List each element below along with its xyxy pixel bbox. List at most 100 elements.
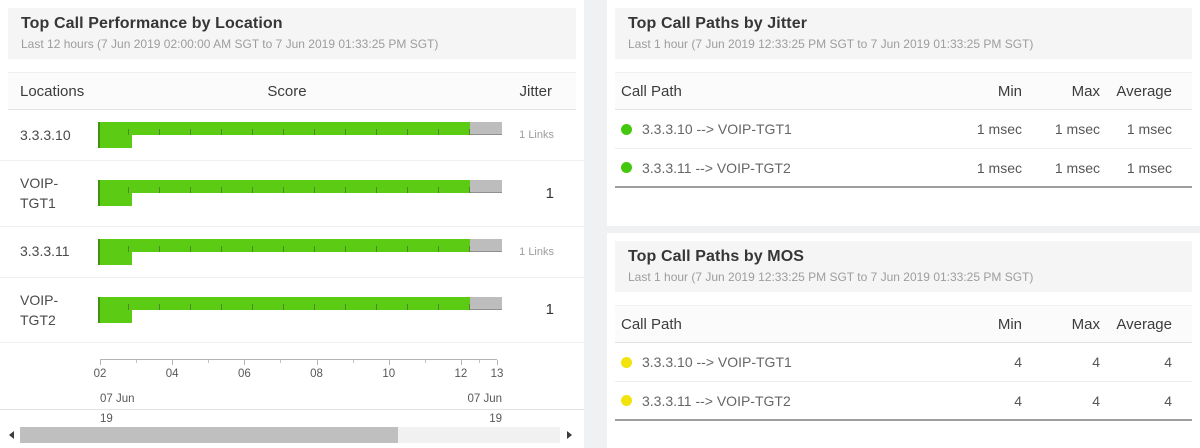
- axis-tick: [244, 360, 246, 366]
- score-timeline: [90, 296, 502, 323]
- min-value: 1 msec: [976, 159, 1022, 176]
- panel-time-range: Last 1 hour (7 Jun 2019 12:33:25 PM SGT …: [628, 270, 1034, 284]
- axis-minor-tick: [136, 360, 138, 364]
- scrollbar-thumb[interactable]: [20, 426, 398, 443]
- panel-title: Top Call Paths by Jitter: [628, 15, 808, 32]
- scroll-left-arrow[interactable]: [2, 426, 20, 443]
- axis-tick-label: 13: [490, 368, 504, 381]
- location-link[interactable]: VOIP-TGT1: [20, 175, 59, 212]
- score-bar-nodata: [469, 296, 502, 310]
- average-value: 1 msec: [1126, 121, 1172, 137]
- axis-minor-tick: [280, 360, 282, 364]
- axis-minor-tick: [478, 360, 480, 364]
- score-bar-recent: [98, 193, 133, 207]
- panel-header: Top Call Performance by Location Last 12…: [8, 8, 576, 59]
- score-bar-nodata: [469, 122, 502, 135]
- axis-tick-label: 08: [310, 368, 323, 381]
- score-bar-good: [98, 296, 470, 310]
- jitter-value: 1: [545, 301, 554, 319]
- mos-table-header: Call Path Min Max Average: [615, 305, 1192, 343]
- call-path-cell: 3.3.3.11 --> VOIP-TGT2: [615, 160, 930, 176]
- left-arrow-icon: [8, 430, 14, 439]
- scrollbar-track[interactable]: [20, 426, 560, 443]
- axis-tick: [460, 360, 462, 366]
- column-header-call-path: Call Path: [621, 315, 682, 333]
- status-dot-icon: [621, 123, 632, 135]
- axis-end-date: 07 Jun 19: [467, 393, 502, 426]
- scroll-right-arrow[interactable]: [560, 426, 578, 443]
- min-value: 4: [1014, 392, 1022, 409]
- score-bar-good: [98, 180, 470, 194]
- axis-tick: [100, 360, 101, 366]
- table-row: 3.3.3.11 1 Links: [0, 227, 584, 278]
- max-value: 4: [1092, 392, 1100, 409]
- divider: [0, 409, 584, 410]
- axis-tick: [316, 360, 318, 366]
- panel-call-paths-by-jitter: Top Call Paths by Jitter Last 1 hour (7 …: [607, 0, 1200, 226]
- max-value: 4: [1092, 354, 1100, 370]
- jitter-value: 1: [545, 184, 554, 202]
- axis-tick-label: 10: [382, 368, 396, 381]
- column-header-min: Min: [997, 82, 1022, 100]
- table-row: 3.3.3.10 --> VOIP-TGT1 4 4 4: [615, 343, 1192, 382]
- table-row: VOIP-TGT2 1: [0, 278, 584, 344]
- right-arrow-icon: [566, 430, 572, 439]
- axis-tick: [388, 360, 390, 366]
- horizontal-scrollbar[interactable]: [2, 426, 578, 443]
- location-link[interactable]: VOIP-TGT2: [20, 291, 59, 328]
- axis-tick-label: 04: [165, 368, 179, 381]
- location-label: 3.3.3.11: [20, 243, 70, 260]
- table-row: 3.3.3.11 --> VOIP-TGT2 4 4 4: [615, 382, 1192, 421]
- score-bar-nodata: [469, 180, 502, 194]
- table-row: 3.3.3.10 1 Links: [0, 110, 584, 161]
- column-header-average: Average: [1116, 82, 1172, 100]
- score-bar-good: [98, 238, 470, 252]
- status-dot-icon: [621, 356, 632, 368]
- jitter-links-count: 1 Links: [519, 129, 554, 141]
- score-bar-good: [98, 122, 470, 135]
- min-value: 1 msec: [976, 121, 1022, 137]
- time-axis-line: 02 04 06 08 10 12 13: [94, 359, 503, 380]
- average-value: 1 msec: [1126, 159, 1172, 176]
- call-path-cell: 3.3.3.10 --> VOIP-TGT1: [615, 121, 930, 137]
- column-header-jitter: Jitter: [519, 82, 552, 100]
- panel-title: Top Call Performance by Location: [21, 15, 283, 32]
- score-timeline: [90, 180, 502, 207]
- panel-gutter-vertical: [584, 0, 607, 448]
- average-value: 4: [1164, 392, 1172, 409]
- score-bar-recent: [98, 309, 133, 323]
- axis-tick-label: 06: [237, 368, 251, 381]
- column-header-call-path: Call Path: [621, 82, 682, 100]
- panel-title: Top Call Paths by MOS: [628, 248, 805, 265]
- min-value: 4: [1014, 354, 1022, 370]
- panel-header: Top Call Paths by MOS Last 1 hour (7 Jun…: [615, 241, 1192, 292]
- column-header-score: Score: [267, 82, 307, 100]
- jitter-table-header: Call Path Min Max Average: [615, 72, 1192, 110]
- jitter-table: Call Path Min Max Average 3.3.3.10 --> V…: [615, 72, 1192, 188]
- axis-tick: [497, 360, 498, 366]
- status-dot-icon: [621, 162, 632, 173]
- location-label: 3.3.3.10: [20, 126, 71, 143]
- column-header-max: Max: [1071, 82, 1100, 100]
- axis-minor-tick: [352, 360, 354, 364]
- panel-call-paths-by-mos: Top Call Paths by MOS Last 1 hour (7 Jun…: [607, 233, 1200, 448]
- score-timeline: [90, 122, 502, 148]
- average-value: 4: [1164, 354, 1172, 370]
- axis-tick: [172, 360, 174, 366]
- location-label: VOIP-TGT1: [0, 173, 90, 214]
- call-path-cell: 3.3.3.10 --> VOIP-TGT1: [615, 354, 930, 370]
- column-header-max: Max: [1071, 315, 1100, 333]
- panel-header: Top Call Paths by Jitter Last 1 hour (7 …: [615, 8, 1192, 59]
- time-axis: 02 04 06 08 10 12 13 07 Jun 19 07 Jun 19: [90, 359, 503, 433]
- mos-table: Call Path Min Max Average 3.3.3.10 --> V…: [615, 305, 1192, 421]
- axis-minor-tick: [424, 360, 426, 364]
- score-timeline: [90, 238, 502, 265]
- panel-time-range: Last 1 hour (7 Jun 2019 12:33:25 PM SGT …: [628, 37, 1034, 51]
- call-path-cell: 3.3.3.11 --> VOIP-TGT2: [615, 393, 930, 409]
- axis-tick-label: 12: [454, 368, 468, 381]
- panel-time-range: Last 12 hours (7 Jun 2019 02:00:00 AM SG…: [21, 37, 439, 51]
- column-header-locations: Locations: [20, 82, 85, 100]
- max-value: 1 msec: [1054, 121, 1100, 137]
- panel-gutter-horizontal: [607, 226, 1200, 233]
